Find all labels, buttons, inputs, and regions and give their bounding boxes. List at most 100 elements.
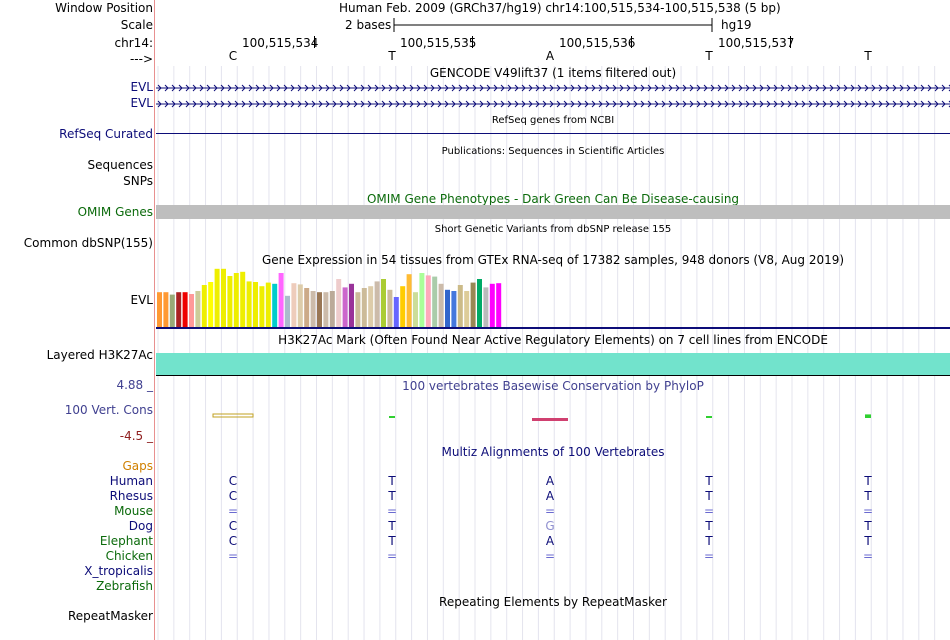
assembly-position-text[interactable]: Human Feb. 2009 (GRCh37/hg19) chr14:100,… <box>339 1 781 15</box>
strand-chevron <box>255 100 260 108</box>
gencode-transcripts[interactable] <box>156 80 950 110</box>
position-tick: 100,515,537 <box>718 36 795 50</box>
omim-label[interactable]: OMIM Genes <box>77 205 153 219</box>
strand-chevron <box>241 84 246 92</box>
strand-chevron <box>696 84 701 92</box>
strand-chevron <box>220 100 225 108</box>
strand-chevron <box>178 100 183 108</box>
strand-chevron <box>241 100 246 108</box>
species-label[interactable]: Elephant <box>99 534 153 548</box>
strand-chevron <box>759 100 764 108</box>
alignment-base: G <box>545 519 555 533</box>
refseq-gene-line[interactable] <box>156 133 950 134</box>
strand-chevron <box>500 100 505 108</box>
gtex-tissue-bar <box>387 289 393 327</box>
publications-track-title[interactable]: Publications: Sequences in Scientific Ar… <box>441 146 665 157</box>
gencode-track-title[interactable]: GENCODE V49lift37 (1 items filtered out) <box>429 66 677 80</box>
strand-chevron <box>605 84 610 92</box>
gencode-row-label[interactable]: EVL <box>130 80 153 94</box>
strand-chevron <box>892 100 897 108</box>
strand-chevron <box>836 84 841 92</box>
gtex-tissue-bar <box>329 291 335 327</box>
strand-chevron <box>493 84 498 92</box>
omim-gene-bar[interactable] <box>156 205 950 219</box>
strand-chevron <box>563 84 568 92</box>
alignment-base: T <box>388 489 396 503</box>
strand-chevron <box>682 100 687 108</box>
strand-chevron <box>206 100 211 108</box>
multiz-track-title[interactable]: Multiz Alignments of 100 Vertebrates <box>441 445 665 459</box>
gtex-bar-chart[interactable] <box>156 266 950 330</box>
gtex-track-title[interactable]: Gene Expression in 54 tissues from GTEx … <box>261 253 845 267</box>
gencode-row-label[interactable]: EVL <box>130 96 153 110</box>
species-label[interactable]: Dog <box>128 519 153 533</box>
gtex-tissue-bar <box>457 285 463 327</box>
h3k27ac-track-title[interactable]: H3K27Ac Mark (Often Found Near Active Re… <box>278 333 828 347</box>
strand-chevron <box>416 100 421 108</box>
strand-chevron <box>885 100 890 108</box>
strand-chevron <box>766 84 771 92</box>
strand-chevron <box>171 100 176 108</box>
strand-chevron <box>864 84 869 92</box>
publications-label[interactable]: Sequences <box>87 158 153 172</box>
dbsnp-track-title[interactable]: Short Genetic Variants from dbSNP releas… <box>434 224 672 235</box>
gtex-tissue-bar <box>438 283 444 327</box>
alignment-base: C <box>228 474 238 488</box>
h3k27ac-label[interactable]: Layered H3K27Ac <box>46 348 153 362</box>
gtex-label[interactable]: EVL <box>130 293 153 307</box>
species-label[interactable]: X_tropicalis <box>84 564 153 578</box>
strand-chevron <box>395 100 400 108</box>
strand-chevron <box>913 100 918 108</box>
species-label[interactable]: Human <box>109 474 153 488</box>
omim-track-title[interactable]: OMIM Gene Phenotypes - Dark Green Can Be… <box>366 192 740 206</box>
strand-chevron <box>542 84 547 92</box>
alignment-base: T <box>388 534 396 548</box>
strand-chevron <box>710 84 715 92</box>
strand-chevron <box>591 84 596 92</box>
repeatmasker-track-title[interactable]: Repeating Elements by RepeatMasker <box>439 595 667 609</box>
h3k27ac-signal[interactable] <box>156 353 950 376</box>
conservation-label[interactable]: 100 Vert. Cons <box>64 403 153 417</box>
strand-chevron <box>395 84 400 92</box>
strand-chevron <box>381 84 386 92</box>
alignment-base: T <box>864 474 872 488</box>
strand-chevron <box>640 100 645 108</box>
strand-chevron <box>703 100 708 108</box>
species-label[interactable]: Zebrafish <box>96 579 153 593</box>
conservation-track-title[interactable]: 100 vertebrates Basewise Conservation by… <box>402 379 704 393</box>
strand-chevron <box>605 100 610 108</box>
conservation-plot[interactable] <box>156 392 950 442</box>
strand-chevron <box>227 84 232 92</box>
dbsnp-label[interactable]: Common dbSNP(155) <box>23 236 153 250</box>
strand-chevron <box>857 84 862 92</box>
strand-chevron <box>570 100 575 108</box>
snps-label[interactable]: SNPs <box>123 174 153 188</box>
repeatmasker-label[interactable]: RepeatMasker <box>67 609 153 623</box>
strand-chevron <box>339 84 344 92</box>
gtex-tissue-bar <box>393 297 399 327</box>
gtex-tissue-bar <box>221 268 226 327</box>
strand-chevron <box>668 84 673 92</box>
species-label[interactable]: Mouse <box>114 504 153 518</box>
strand-chevron <box>262 84 267 92</box>
refseq-label[interactable]: RefSeq Curated <box>59 127 153 141</box>
gtex-tissue-bar <box>483 287 489 327</box>
ref-base: T <box>864 49 872 63</box>
strand-chevron <box>353 100 358 108</box>
gtex-tissue-bar <box>323 292 329 327</box>
strand-chevron <box>339 100 344 108</box>
species-label[interactable]: Rhesus <box>109 489 153 503</box>
alignment-base: T <box>388 474 396 488</box>
alignment-base: T <box>388 519 396 533</box>
strand-chevron <box>521 84 526 92</box>
refseq-track-title[interactable]: RefSeq genes from NCBI <box>491 115 615 126</box>
strand-chevron <box>780 100 785 108</box>
strand-chevron <box>164 100 169 108</box>
strand-chevron <box>388 100 393 108</box>
gtex-tissue-bar <box>189 294 194 327</box>
strand-chevron <box>311 84 316 92</box>
alignment-base: = <box>544 549 556 563</box>
strand-chevron <box>941 84 946 92</box>
species-label[interactable]: Chicken <box>105 549 153 563</box>
alignment-base: = <box>862 504 874 518</box>
